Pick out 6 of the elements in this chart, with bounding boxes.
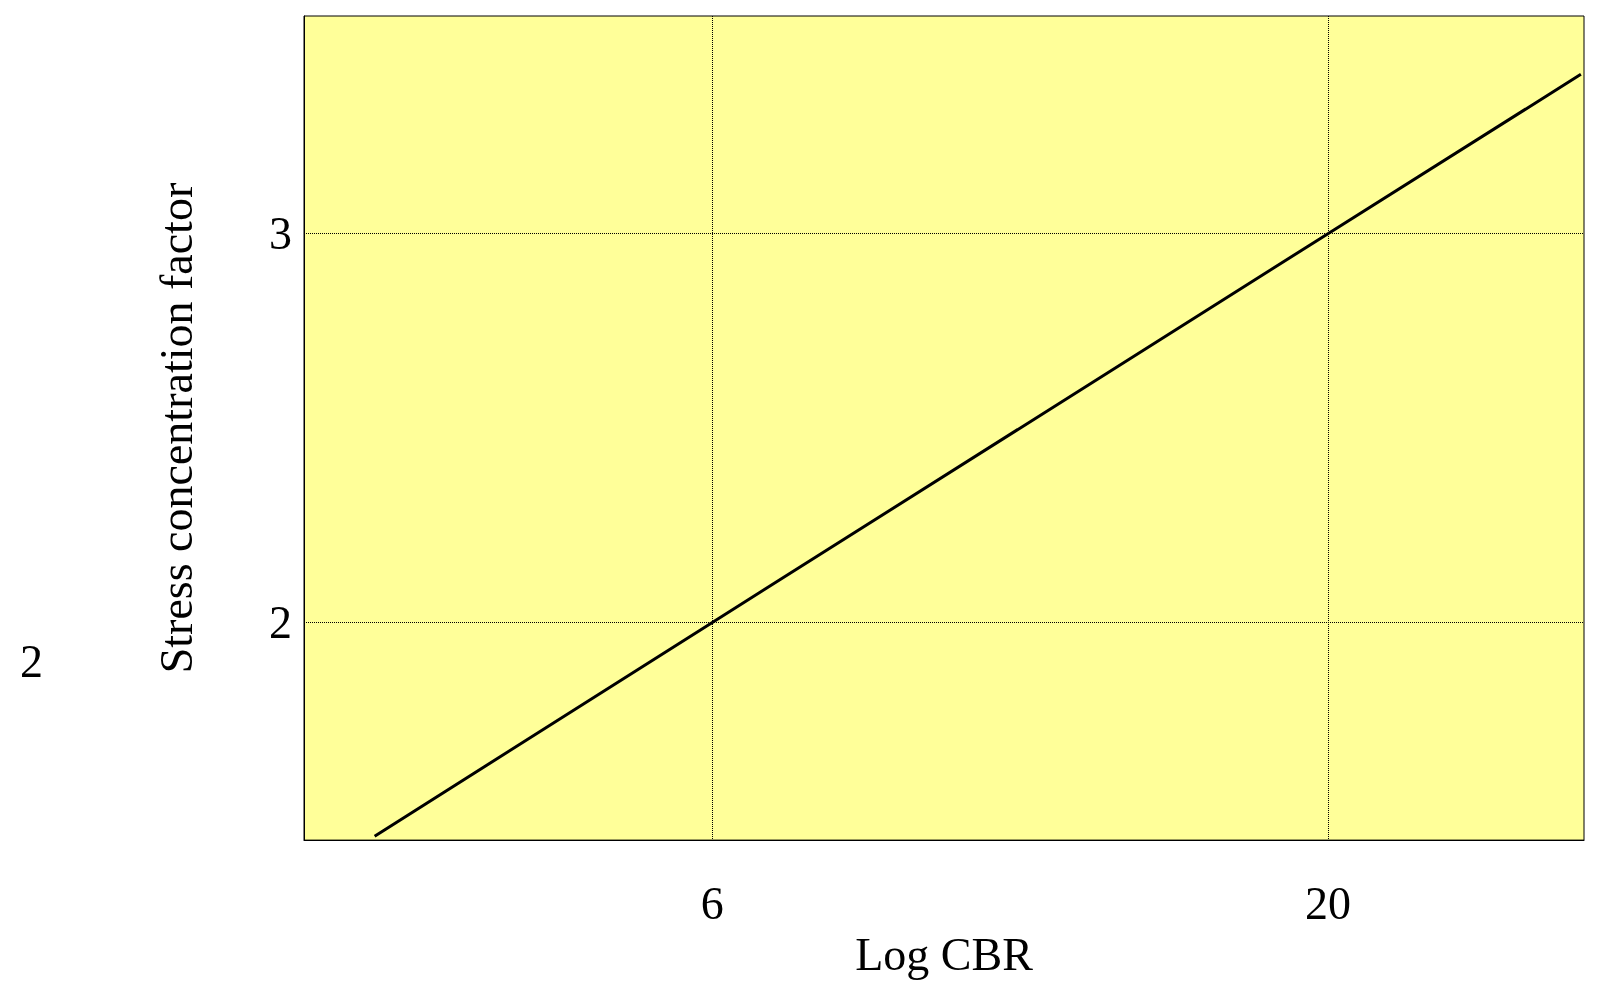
x-axis-title: Log CBR — [855, 928, 1034, 980]
x-tick-label: 20 — [1304, 877, 1351, 929]
y-tick-label: 3 — [269, 208, 292, 260]
text: 2 — [20, 635, 43, 687]
y-axis-title: Stress concentration factor — [150, 182, 202, 674]
x-tick-label: 6 — [700, 877, 724, 929]
